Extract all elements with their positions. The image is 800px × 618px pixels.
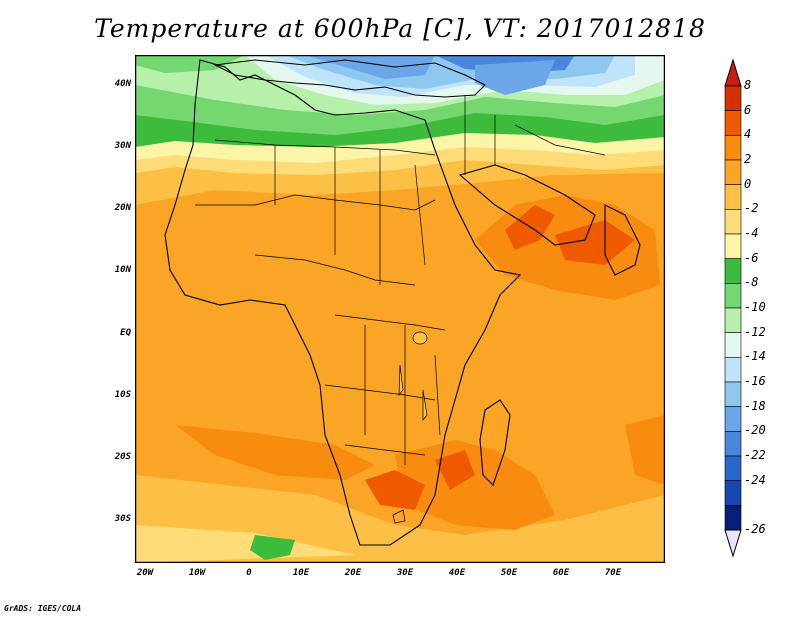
lat-label-20s: 20S	[114, 452, 131, 462]
colorbar-label: -12	[744, 324, 766, 339]
mediterranean-shore	[213, 59, 486, 98]
colorbar-label: 0	[744, 176, 752, 191]
lon-label-10w: 10W	[188, 568, 206, 578]
colorbar-cell	[724, 406, 742, 432]
field-south-cool	[135, 525, 355, 563]
great-lakes	[398, 331, 428, 421]
border-southern	[364, 325, 441, 465]
arabian-peninsula	[458, 164, 596, 246]
lon-label-70e: 70E	[604, 568, 622, 578]
colorbar-label: -18	[744, 398, 766, 413]
colorbar-cell	[724, 135, 742, 161]
field-core-levant	[475, 60, 555, 95]
lat-label-eq: EQ	[120, 328, 131, 338]
coastlines	[164, 59, 641, 546]
colorbar-label: 2	[744, 152, 752, 166]
field-patch-south-atlantic	[175, 425, 375, 480]
border-middle-east	[464, 95, 606, 175]
border-lesotho	[392, 509, 406, 524]
colorbar-label: -16	[744, 374, 766, 388]
field-patch-south-africa	[395, 440, 555, 530]
colorbar-over-arrow	[724, 58, 742, 87]
colorbar-cell	[724, 283, 742, 309]
lake-malawi	[422, 389, 428, 421]
border-central	[324, 314, 446, 401]
country-borders	[195, 95, 606, 524]
colorbar-label: 8	[744, 78, 752, 92]
map-plot-area	[135, 55, 665, 563]
lon-label-0: 0	[246, 568, 252, 578]
field-hot-arabia	[555, 220, 635, 265]
lat-label-10n: 10N	[114, 265, 131, 275]
lon-label-10e: 10E	[292, 568, 310, 578]
colorbar-cell	[724, 110, 742, 136]
colorbar-cell	[724, 159, 742, 185]
colorbar-cell	[724, 233, 742, 259]
field-hot-kalahari	[365, 470, 425, 510]
map-border	[135, 55, 665, 563]
colorbar	[724, 58, 742, 558]
lake-tanganyika	[398, 364, 404, 397]
colorbar-cell	[724, 431, 742, 457]
lon-label-20e: 20E	[344, 568, 362, 578]
colorbar-label: 4	[744, 127, 752, 142]
lat-label-20n: 20N	[114, 203, 131, 213]
colorbar-label: -14	[744, 349, 766, 364]
colorbar-cell	[724, 332, 742, 358]
lon-label-50e: 50E	[500, 568, 518, 578]
lon-label-40e: 40E	[448, 568, 466, 578]
colorbar-label: -4	[744, 226, 759, 240]
lake-victoria	[412, 331, 428, 345]
temperature-map	[135, 55, 665, 563]
colorbar-cell	[724, 381, 742, 407]
colorbar-cell	[724, 505, 742, 531]
colorbar-label: -10	[744, 300, 766, 314]
field-hot-mozambique	[435, 450, 475, 490]
lon-label-30e: 30E	[396, 568, 414, 578]
colorbar-cell	[724, 184, 742, 210]
lat-label-30s: 30S	[114, 514, 131, 524]
lat-label-40n: 40N	[114, 79, 131, 89]
lon-label-20w: 20W	[136, 568, 154, 578]
colorbar-label: -22	[744, 448, 766, 462]
colorbar-cell	[724, 209, 742, 235]
border-meridional	[274, 145, 426, 285]
colorbar-label: 6	[744, 102, 752, 117]
colorbar-cell	[724, 258, 742, 284]
lat-label-10s: 10S	[114, 390, 131, 400]
colorbar-cell	[724, 455, 742, 481]
colorbar-cell	[724, 85, 742, 111]
colorbar-under-arrow	[724, 529, 742, 558]
madagascar	[479, 399, 511, 487]
colorbar-label: -8	[744, 275, 759, 290]
colorbar-label: -26	[744, 522, 766, 536]
credit-text: GrADS: IGES/COLA	[4, 604, 82, 613]
lon-label-60e: 60E	[552, 568, 570, 578]
africa-coastline	[164, 59, 522, 546]
field-nw-atlantic	[135, 55, 245, 73]
map-title: Temperature at 600hPa [C], VT: 201701281…	[94, 14, 706, 43]
lat-label-30n: 30N	[114, 141, 131, 151]
colorbar-cell	[724, 357, 742, 383]
colorbar-cell	[724, 307, 742, 333]
colorbar-label: -20	[744, 423, 766, 438]
border-south-tier	[344, 444, 426, 456]
colorbar-cell	[724, 480, 742, 506]
india	[604, 204, 641, 276]
colorbar-cells	[724, 85, 742, 531]
colorbar-label: -24	[744, 472, 766, 487]
border-gulf-guinea	[254, 254, 416, 286]
field-patch-indian-ocean	[625, 415, 665, 485]
field-cool-south-atlantic	[250, 535, 295, 560]
colorbar-label: -2	[744, 201, 759, 216]
colorbar-label: -6	[744, 250, 759, 265]
